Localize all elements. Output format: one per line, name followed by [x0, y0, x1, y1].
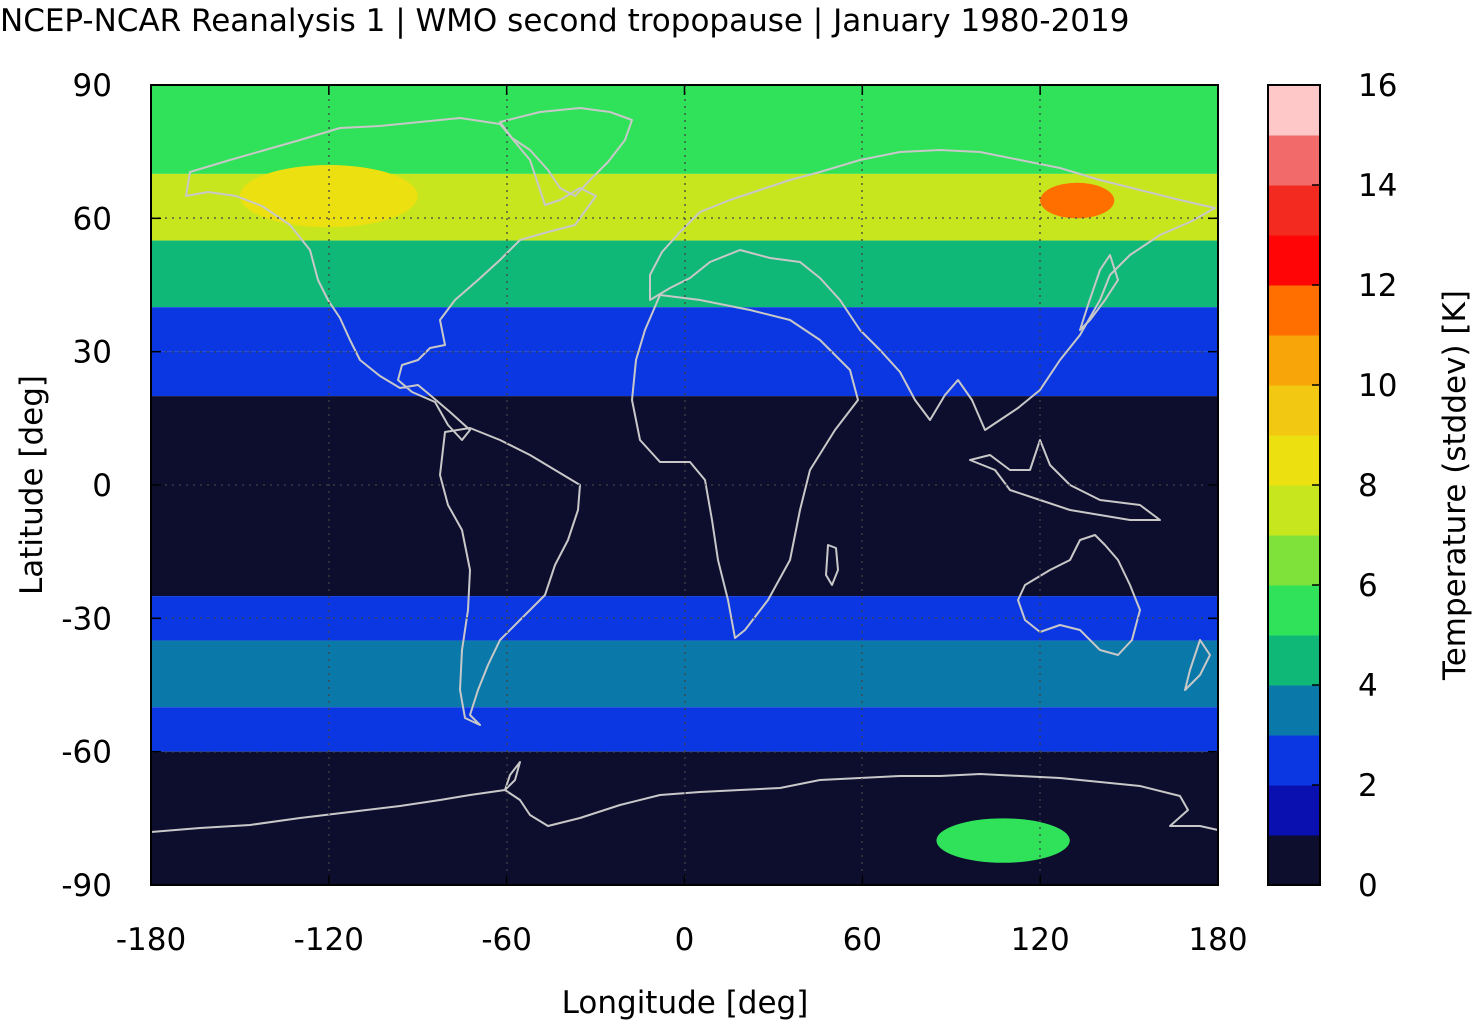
coastline-north-america	[185, 117, 597, 441]
colorbar-tick-label: 6	[1358, 568, 1378, 604]
colorbar-swatch	[1268, 235, 1320, 286]
coastline-southeast-asia	[969, 439, 1161, 521]
colorbar-swatch	[1268, 785, 1320, 836]
colorbar-swatch	[1268, 85, 1320, 136]
colorbar: 0 2 4 6 8 10 12 14 16	[1267, 68, 1397, 904]
heatmap-band-0	[151, 85, 1218, 174]
colorbar-swatch	[1268, 835, 1320, 886]
x-tick-label: -180	[116, 922, 186, 958]
colorbar-swatch	[1268, 685, 1320, 736]
y-tick-label: -30	[61, 601, 112, 637]
colorbar-swatch	[1268, 485, 1320, 536]
y-tick-label: 30	[73, 335, 112, 371]
heatmap-feature-0	[1040, 182, 1115, 219]
coastline-australia	[1017, 534, 1141, 656]
coastline-madagascar	[825, 544, 839, 586]
coastline-south-america	[439, 427, 581, 726]
x-tick-label: 0	[675, 922, 695, 958]
y-tick-label: 0	[92, 468, 112, 504]
x-tick-label: 60	[843, 922, 882, 958]
plot-frame	[150, 84, 1219, 886]
colorbar-tick-label: 8	[1358, 468, 1378, 504]
y-tick-label: -60	[61, 735, 112, 771]
colorbar-swatch	[1268, 135, 1320, 186]
colorbar-tick-label: 10	[1358, 368, 1397, 404]
colorbar-swatch	[1268, 635, 1320, 686]
colorbar-title: Temperature (stddev) [K]	[1437, 290, 1473, 681]
coastline-antarctica	[151, 773, 1218, 833]
y-axis-title: Latitude [deg]	[14, 375, 50, 595]
coastlines	[151, 107, 1218, 833]
coastline-africa	[631, 294, 859, 639]
colorbar-swatch	[1268, 385, 1320, 436]
chart-title: NCEP-NCAR Reanalysis 1 | WMO second trop…	[0, 3, 1130, 39]
y-tick-label: -90	[61, 868, 112, 904]
colorbar-swatch	[1268, 585, 1320, 636]
colorbar-tick-label: 14	[1358, 168, 1397, 204]
colorbar-tick-label: 16	[1358, 68, 1397, 104]
colorbar-swatch	[1268, 335, 1320, 386]
colorbar-tick-label: 2	[1358, 768, 1378, 804]
colorbar-swatch	[1268, 285, 1320, 336]
colorbar-swatch	[1268, 185, 1320, 236]
coastline-europe-asia	[649, 149, 1216, 431]
heatmap-feature-2	[936, 818, 1070, 863]
colorbar-swatch	[1268, 535, 1320, 586]
colorbar-tick-label: 4	[1358, 668, 1378, 704]
colorbar-swatch	[1268, 435, 1320, 486]
colorbar-swatch	[1268, 735, 1320, 786]
grid-lines	[151, 85, 1218, 885]
x-tick-label: -60	[481, 922, 532, 958]
axis-ticks: -180 -120 -60 0 60 120 180 90 60 30 0 -30 -60 -90	[61, 68, 1247, 958]
heatmap-feature-1	[239, 165, 418, 228]
coastline-japan	[1079, 254, 1119, 331]
x-tick-label: 120	[1011, 922, 1070, 958]
coastline-antarctic-peninsula	[504, 761, 521, 791]
colorbar-tick-label: 12	[1358, 268, 1397, 304]
coastline-new-zealand	[1184, 639, 1211, 691]
y-tick-label: 90	[73, 68, 112, 104]
x-axis-title: Longitude [deg]	[562, 985, 809, 1021]
x-tick-label: 180	[1188, 922, 1247, 958]
x-tick-label: -120	[294, 922, 364, 958]
colorbar-tick-label: 0	[1358, 868, 1378, 904]
coastline-greenland	[499, 107, 633, 197]
y-tick-label: 60	[73, 201, 112, 237]
